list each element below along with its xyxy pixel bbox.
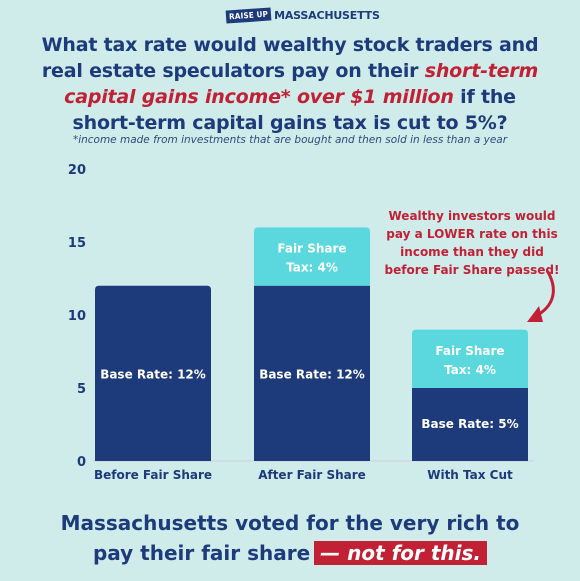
headline-part2: if the short-term capital gains tax is c…: [72, 86, 517, 134]
headline: What tax rate would wealthy stock trader…: [30, 32, 550, 136]
callout-arrowhead: [527, 306, 543, 322]
bottom-line1: Massachusetts voted for the very rich to: [60, 511, 520, 535]
fair-share-label: Fair Share Tax: 4%: [435, 344, 504, 377]
strike-text: — not for this.: [314, 541, 488, 565]
y-tick-label: 15: [68, 236, 86, 251]
base-rate-label: Base Rate: 12%: [100, 368, 206, 382]
y-tick-label: 5: [77, 382, 86, 397]
base-rate-label: Base Rate: 12%: [259, 368, 365, 382]
base-rate-label: Base Rate: 5%: [421, 417, 518, 431]
headline-highlight: short-term capital gains income* over $1…: [64, 60, 539, 108]
bottom-line2: pay their fair share: [92, 541, 311, 565]
footnote: *income made from investments that are b…: [72, 134, 508, 146]
bar-base-rate: [95, 285, 211, 461]
x-category-label: After Fair Share: [258, 468, 366, 482]
callout-text: Wealthy investors would pay a LOWER rate…: [384, 209, 560, 277]
x-category-label: With Tax Cut: [427, 468, 513, 482]
x-category-label: Before Fair Share: [94, 468, 212, 482]
bar-base-rate: [254, 285, 370, 461]
y-tick-label: 0: [77, 455, 86, 470]
fair-share-label: Fair Share Tax: 4%: [277, 242, 346, 275]
y-tick-label: 20: [68, 163, 86, 178]
y-tick-label: 10: [68, 309, 86, 324]
headline-part1: What tax rate would wealthy stock trader…: [41, 34, 539, 82]
logo-name: MASSACHUSETTS: [274, 8, 380, 22]
bottom-message: Massachusetts voted for the very rich to…: [20, 508, 560, 568]
bar-fair-share: [412, 329, 528, 388]
logo: RAISE UP MASSACHUSETTS: [225, 4, 380, 26]
bar-base-rate: [412, 388, 528, 461]
bar-fair-share: [254, 227, 370, 286]
